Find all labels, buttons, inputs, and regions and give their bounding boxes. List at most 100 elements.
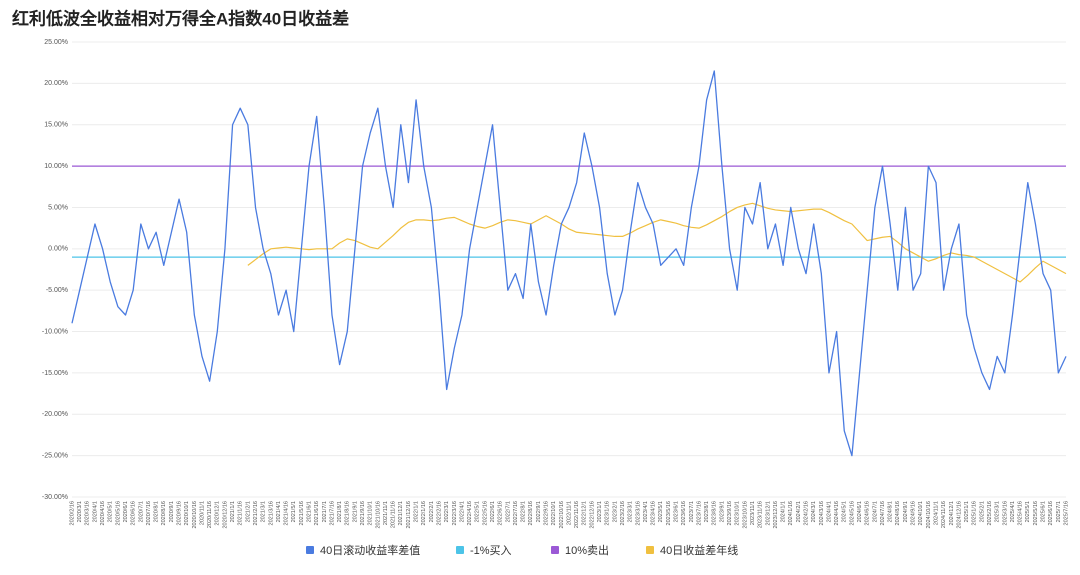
legend-label: 40日收益差年线 <box>660 543 738 557</box>
x-tick-label: 2023/5/16 <box>666 501 672 525</box>
x-tick-label: 2023/12/16 <box>773 501 779 529</box>
x-tick-label: 2022/4/1 <box>459 501 465 522</box>
x-tick-label: 2020/3/1 <box>77 501 83 522</box>
x-tick-label: 2023/2/16 <box>620 501 626 525</box>
x-tick-label: 2024/6/1 <box>857 501 863 522</box>
legend-swatch <box>456 546 464 554</box>
x-tick-label: 2023/6/1 <box>673 501 679 522</box>
x-tick-label: 2023/8/1 <box>704 501 710 522</box>
x-tick-label: 2024/2/1 <box>796 501 802 522</box>
x-tick-label: 2021/11/1 <box>383 501 389 525</box>
x-tick-label: 2021/12/16 <box>406 501 412 529</box>
x-tick-label: 2023/12/1 <box>765 501 771 525</box>
x-tick-label: 2021/4/16 <box>284 501 290 525</box>
x-tick-label: 2021/9/1 <box>352 501 358 522</box>
x-tick-label: 2024/8/1 <box>888 501 894 522</box>
chart-title: 红利低波全收益相对万得全A指数40日收益差 <box>12 8 349 28</box>
x-tick-label: 2025/2/1 <box>979 501 985 522</box>
x-tick-label: 2020/10/16 <box>192 501 198 529</box>
x-tick-label: 2025/3/1 <box>995 501 1001 522</box>
x-tick-label: 2022/3/1 <box>444 501 450 522</box>
y-tick-label: -10.00% <box>42 328 68 335</box>
x-tick-label: 2022/11/1 <box>566 501 572 525</box>
x-tick-label: 2023/5/1 <box>658 501 664 522</box>
x-tick-label: 2021/4/1 <box>276 501 282 522</box>
x-tick-label: 2024/7/16 <box>880 501 886 525</box>
x-tick-label: 2025/6/16 <box>1048 501 1054 525</box>
x-tick-label: 2023/3/1 <box>628 501 634 522</box>
x-tick-label: 2025/5/16 <box>1033 501 1039 525</box>
x-tick-label: 2022/6/1 <box>490 501 496 522</box>
x-tick-label: 2021/10/1 <box>368 501 374 525</box>
x-tick-label: 2025/2/16 <box>987 501 993 525</box>
x-tick-label: 2025/1/16 <box>972 501 978 525</box>
x-tick-label: 2021/8/16 <box>345 501 351 525</box>
x-tick-label: 2025/7/16 <box>1063 501 1069 525</box>
x-tick-label: 2021/7/16 <box>329 501 335 525</box>
x-tick-label: 2020/3/16 <box>85 501 91 525</box>
x-tick-label: 2020/5/16 <box>115 501 121 525</box>
x-tick-label: 2022/5/16 <box>482 501 488 525</box>
x-tick-label: 2021/10/16 <box>375 501 381 529</box>
x-tick-label: 2024/9/16 <box>911 501 917 525</box>
x-tick-label: 2023/7/1 <box>689 501 695 522</box>
x-tick-label: 2020/8/16 <box>161 501 167 525</box>
legend-swatch <box>646 546 654 554</box>
x-tick-label: 2025/1/1 <box>964 501 970 522</box>
x-tick-label: 2023/9/16 <box>727 501 733 525</box>
x-tick-label: 2023/3/16 <box>635 501 641 525</box>
y-tick-label: -20.00% <box>42 411 68 418</box>
x-tick-label: 2022/3/16 <box>452 501 458 525</box>
x-tick-label: 2021/3/16 <box>268 501 274 525</box>
x-tick-label: 2023/8/16 <box>712 501 718 525</box>
x-tick-label: 2022/8/1 <box>521 501 527 522</box>
x-tick-label: 2020/12/16 <box>222 501 228 529</box>
x-tick-label: 2022/9/16 <box>544 501 550 525</box>
x-tick-label: 2021/5/1 <box>291 501 297 522</box>
x-tick-label: 2021/6/1 <box>306 501 312 522</box>
x-tick-label: 2021/6/16 <box>314 501 320 525</box>
x-tick-label: 2024/8/16 <box>895 501 901 525</box>
x-tick-label: 2024/2/16 <box>803 501 809 525</box>
x-tick-label: 2022/6/16 <box>498 501 504 525</box>
x-tick-label: 2024/10/16 <box>926 501 932 529</box>
x-tick-label: 2020/10/1 <box>184 501 190 525</box>
x-tick-label: 2022/7/1 <box>505 501 511 522</box>
x-tick-label: 2023/7/16 <box>696 501 702 525</box>
legend-label: -1%买入 <box>470 544 512 557</box>
y-tick-label: -30.00% <box>42 494 68 501</box>
x-tick-label: 2021/1/16 <box>238 501 244 525</box>
x-tick-label: 2024/11/1 <box>933 501 939 525</box>
series-line <box>247 202 1067 283</box>
x-tick-label: 2021/5/16 <box>299 501 305 525</box>
x-tick-label: 2021/12/1 <box>398 501 404 525</box>
x-tick-label: 2023/4/16 <box>651 501 657 525</box>
y-tick-label: 20.00% <box>44 80 68 87</box>
y-tick-label: -15.00% <box>42 370 68 377</box>
x-tick-label: 2021/9/16 <box>360 501 366 525</box>
x-tick-label: 2023/1/1 <box>597 501 603 522</box>
y-tick-label: 10.00% <box>44 163 68 170</box>
x-tick-label: 2025/7/1 <box>1056 501 1062 522</box>
x-tick-label: 2020/4/16 <box>100 501 106 525</box>
x-tick-label: 2024/4/1 <box>826 501 832 522</box>
x-tick-label: 2021/2/16 <box>253 501 259 525</box>
x-tick-label: 2023/9/1 <box>719 501 725 522</box>
x-tick-label: 2022/1/16 <box>421 501 427 525</box>
x-tick-label: 2025/3/16 <box>1002 501 1008 525</box>
y-tick-label: 0.00% <box>48 246 68 253</box>
legend-label: 40日滚动收益率差值 <box>320 543 420 557</box>
x-tick-label: 2020/11/16 <box>207 501 213 528</box>
y-tick-label: -25.00% <box>42 452 68 459</box>
x-tick-label: 2020/2/16 <box>69 501 75 525</box>
x-tick-label: 2024/4/16 <box>834 501 840 525</box>
x-tick-label: 2022/12/1 <box>582 501 588 525</box>
x-tick-label: 2022/10/1 <box>551 501 557 525</box>
x-tick-label: 2024/3/1 <box>811 501 817 522</box>
x-tick-label: 2022/11/16 <box>574 501 580 528</box>
x-tick-label: 2024/12/16 <box>956 501 962 529</box>
x-tick-label: 2023/2/1 <box>612 501 618 522</box>
legend-swatch <box>551 546 559 554</box>
x-tick-label: 2022/4/16 <box>467 501 473 525</box>
